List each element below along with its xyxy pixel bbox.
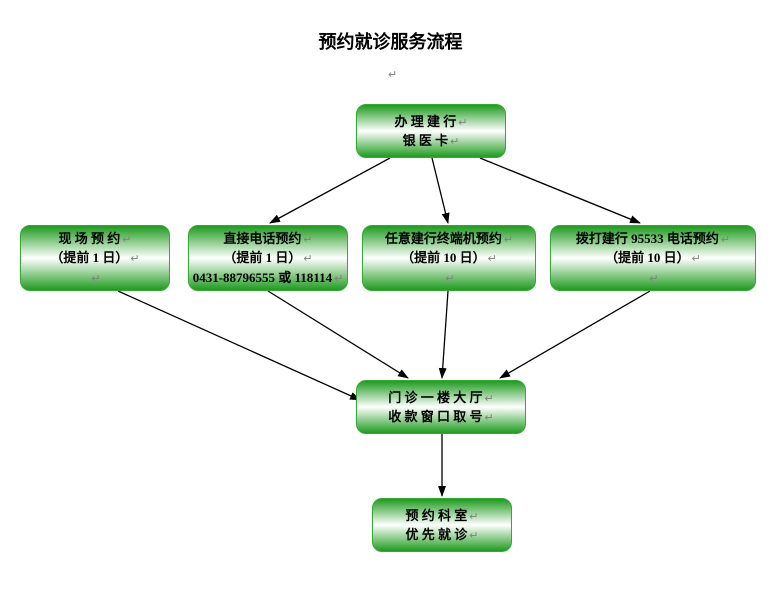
node-text-line: 0431-88796555 或 118114↵ [193, 268, 344, 288]
flow-edge [270, 158, 390, 223]
flow-edge [268, 291, 408, 378]
flow-node-n1: 办 理 建 行↵银 医 卡↵ [356, 104, 506, 158]
crlf-mark: ↵ [488, 253, 497, 265]
node-text-line: 预 约 科 室↵ [406, 506, 479, 526]
crlf-mark: ↵ [91, 273, 100, 285]
node-text-line: ↵ [89, 268, 100, 288]
node-text-line: （提前 1 日）↵ [50, 248, 139, 268]
node-text-line: （提前 10 日）↵ [401, 248, 497, 268]
flow-node-n2: 现 场 预 约↵（提前 1 日）↵↵ [20, 225, 170, 291]
node-text-line: （提前 10 日）↵ [605, 248, 701, 268]
flow-node-n5: 拨打建行 95533 电话预约↵（提前 10 日）↵↵ [550, 225, 756, 291]
crlf-mark: ↵ [130, 253, 139, 265]
crlf-mark: ↵ [692, 253, 701, 265]
crlf-mark: ↵ [504, 234, 513, 246]
node-text-line: 现 场 预 约↵ [59, 229, 132, 249]
flow-node-n3: 直接电话预约↵（提前 1 日）↵0431-88796555 或 118114↵ [188, 225, 348, 291]
node-text-line: 任意建行终端机预约↵ [385, 229, 513, 249]
crlf-mark: ↵ [303, 234, 312, 246]
flow-edge [118, 291, 360, 400]
node-text-line: 办 理 建 行↵ [395, 112, 468, 132]
paragraph-mark: ↵ [388, 68, 397, 81]
flow-edge [500, 291, 650, 378]
crlf-mark: ↵ [334, 273, 343, 285]
crlf-mark: ↵ [485, 393, 494, 405]
node-text-line: 门 诊 一 楼 大 厅↵ [388, 388, 493, 408]
flow-edge [432, 158, 448, 223]
crlf-mark: ↵ [469, 511, 478, 523]
node-text-line: 直接电话预约↵ [223, 229, 312, 249]
crlf-mark: ↵ [721, 234, 730, 246]
crlf-mark: ↵ [122, 234, 131, 246]
crlf-mark: ↵ [303, 253, 312, 265]
crlf-mark: ↵ [450, 136, 459, 148]
flow-edge [480, 158, 640, 223]
flow-edge [442, 291, 448, 378]
flow-node-n6: 门 诊 一 楼 大 厅↵收 款 窗 口 取 号↵ [356, 380, 526, 434]
page-title: 预约就诊服务流程 [0, 28, 781, 54]
crlf-mark: ↵ [485, 412, 494, 424]
crlf-mark: ↵ [458, 117, 467, 129]
crlf-mark: ↵ [649, 273, 658, 285]
node-text-line: 拨打建行 95533 电话预约↵ [576, 229, 730, 249]
flow-node-n4: 任意建行终端机预约↵（提前 10 日）↵↵ [362, 225, 536, 291]
crlf-mark: ↵ [469, 530, 478, 542]
flow-node-n7: 预 约 科 室↵优 先 就 诊↵ [372, 498, 512, 552]
crlf-mark: ↵ [445, 273, 454, 285]
node-text-line: ↵ [647, 268, 658, 288]
node-text-line: （提前 1 日）↵ [223, 248, 312, 268]
node-text-line: ↵ [443, 268, 454, 288]
node-text-line: 优 先 就 诊↵ [406, 525, 479, 545]
node-text-line: 银 医 卡↵ [403, 131, 460, 151]
node-text-line: 收 款 窗 口 取 号↵ [388, 407, 493, 427]
